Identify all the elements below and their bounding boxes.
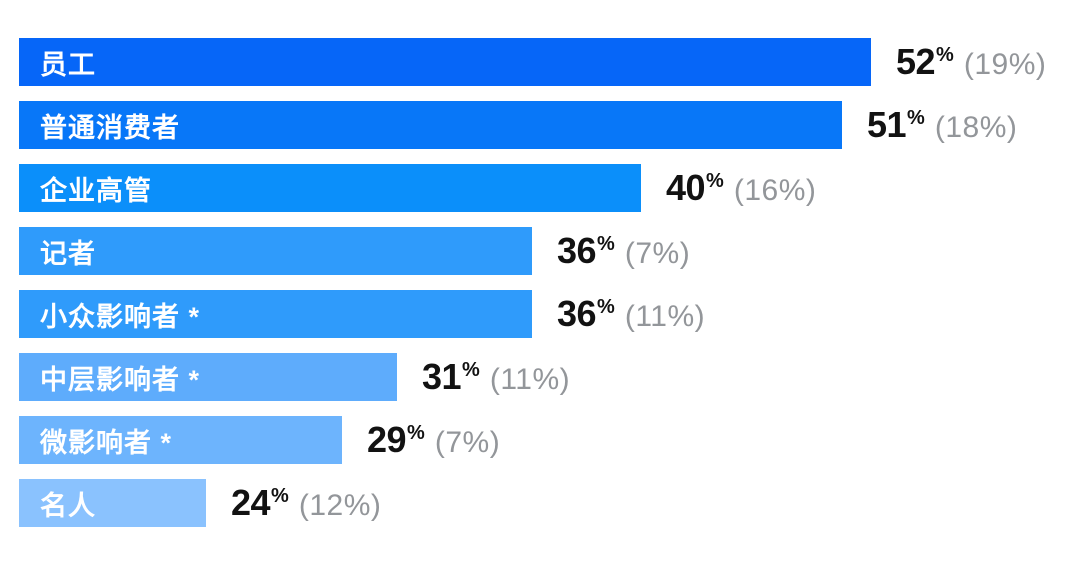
secondary-value: (12%): [298, 489, 382, 522]
bar-niche-influencers: 小众影响者 *: [19, 290, 532, 338]
percent-sign: %: [907, 107, 925, 129]
bar-celebrities: 名人: [19, 479, 206, 527]
value-label: 36: [557, 230, 597, 271]
bar-employees: 员工: [19, 38, 871, 86]
category-label: 中层影响者 *: [40, 364, 201, 395]
bar-mid-tier-influencers: 中层影响者 *: [19, 353, 397, 401]
value-label: 36: [557, 293, 597, 334]
value-group: 31 % (11%): [422, 356, 570, 398]
category-label: 员工: [40, 49, 96, 80]
bar-journalists: 记者: [19, 227, 532, 275]
value-label: 40: [666, 167, 706, 208]
percent-sign: %: [706, 170, 724, 192]
value-group: 24 % (12%): [231, 482, 381, 524]
secondary-value: (16%): [733, 174, 817, 207]
percent-sign: %: [597, 233, 615, 255]
bar-row-micro-influencers: 微影响者 * 29 % (7%): [19, 416, 1080, 464]
bar-row-general-consumers: 普通消费者 51 % (18%): [19, 101, 1080, 149]
category-label: 记者: [40, 238, 96, 269]
secondary-value: (11%): [624, 300, 706, 333]
secondary-value: (7%): [434, 426, 501, 459]
category-label: 小众影响者 *: [40, 301, 201, 332]
bar-row-mid-tier-influencers: 中层影响者 * 31 % (11%): [19, 353, 1080, 401]
category-label: 微影响者 *: [40, 427, 173, 458]
value-group: 36 % (7%): [557, 230, 690, 272]
value-group: 36 % (11%): [557, 293, 705, 335]
value-group: 52 % (19%): [896, 41, 1046, 83]
percent-sign: %: [936, 44, 954, 66]
percent-sign: %: [462, 359, 480, 381]
value-group: 51 % (18%): [867, 104, 1017, 146]
bar-general-consumers: 普通消费者: [19, 101, 842, 149]
value-label: 52: [896, 41, 936, 82]
secondary-value: (18%): [934, 111, 1018, 144]
bar-row-executives: 企业高管 40 % (16%): [19, 164, 1080, 212]
value-label: 24: [231, 482, 271, 523]
category-label: 名人: [40, 490, 96, 521]
value-group: 40 % (16%): [666, 167, 816, 209]
bar-micro-influencers: 微影响者 *: [19, 416, 342, 464]
value-label: 29: [367, 419, 407, 460]
bar-executives: 企业高管: [19, 164, 641, 212]
bar-row-celebrities: 名人 24 % (12%): [19, 479, 1080, 527]
category-label: 普通消费者: [40, 112, 180, 143]
percent-sign: %: [407, 422, 425, 444]
percent-sign: %: [271, 485, 289, 507]
bar-row-niche-influencers: 小众影响者 * 36 % (11%): [19, 290, 1080, 338]
bar-row-journalists: 记者 36 % (7%): [19, 227, 1080, 275]
value-label: 51: [867, 104, 907, 145]
value-group: 29 % (7%): [367, 419, 500, 461]
secondary-value: (11%): [489, 363, 571, 396]
bar-row-employees: 员工 52 % (19%): [19, 38, 1080, 86]
secondary-value: (19%): [963, 48, 1047, 81]
percent-sign: %: [597, 296, 615, 318]
value-label: 31: [422, 356, 462, 397]
category-label: 企业高管: [40, 175, 152, 206]
secondary-value: (7%): [624, 237, 691, 270]
